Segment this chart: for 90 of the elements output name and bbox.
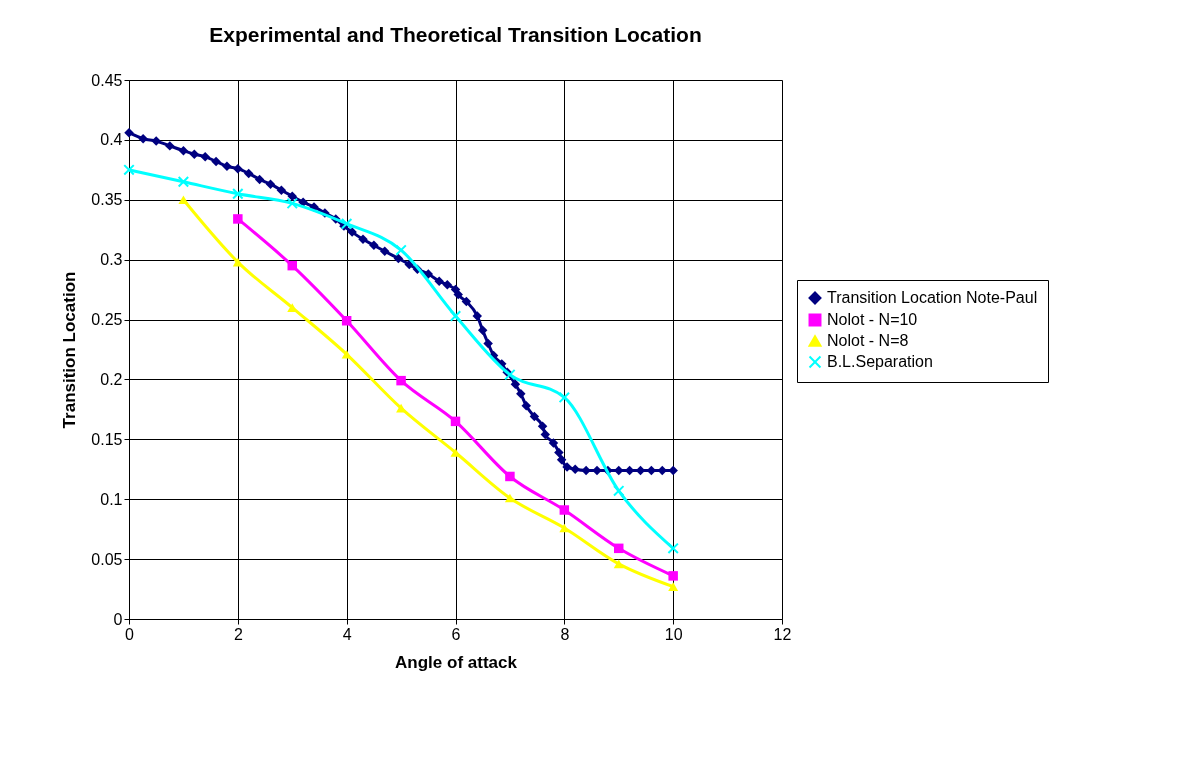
point [537, 421, 548, 431]
point [529, 411, 540, 422]
point [472, 311, 483, 321]
point [668, 582, 679, 591]
point [138, 133, 148, 144]
point [232, 188, 244, 200]
point [254, 174, 265, 185]
point [504, 493, 515, 503]
x-tick-label: 10 [664, 625, 683, 643]
point [380, 246, 390, 257]
point [151, 136, 161, 146]
point [233, 163, 243, 174]
point [232, 257, 243, 267]
y-axis-title: Transition Location [60, 271, 80, 429]
point [178, 195, 189, 205]
point [178, 145, 189, 156]
point [570, 464, 580, 475]
point [453, 289, 463, 300]
y-tick-label: 0.45 [91, 71, 123, 89]
point [613, 559, 624, 569]
point [581, 465, 591, 476]
point [613, 485, 625, 497]
point [668, 571, 678, 581]
legend-label: Transition Location Note-Paul [827, 289, 1038, 306]
point [233, 214, 243, 224]
point [287, 260, 297, 271]
y-tick-label: 0.25 [91, 311, 123, 329]
point [123, 164, 135, 176]
y-tick-label: 0.1 [100, 490, 123, 508]
point [558, 391, 571, 404]
point [483, 338, 493, 349]
point [442, 280, 453, 290]
legend-label: Nolot - N=8 [827, 332, 909, 349]
point [521, 401, 531, 411]
point [540, 429, 551, 440]
point [393, 253, 404, 264]
point [548, 438, 559, 448]
point [516, 389, 526, 399]
point [449, 310, 462, 322]
y-tick-label: 0.35 [91, 191, 123, 209]
x-tick-label: 2 [233, 625, 243, 643]
legend-label: B.L.Separation [827, 353, 933, 370]
point [396, 375, 406, 386]
y-tick-label: 0 [113, 610, 123, 628]
point [369, 240, 379, 251]
point [211, 156, 221, 167]
point [286, 197, 298, 210]
point [287, 191, 297, 201]
point [298, 197, 308, 207]
point [559, 505, 570, 515]
point [189, 149, 200, 160]
y-tick-label: 0.05 [91, 550, 123, 568]
point [450, 416, 461, 427]
point [124, 127, 134, 138]
x-tick-label: 8 [560, 625, 570, 643]
legend-label: Nolot - N=10 [827, 311, 918, 328]
point [165, 141, 175, 151]
point [510, 379, 521, 389]
point [222, 161, 232, 171]
x-tick-label: 6 [451, 625, 461, 643]
point [395, 244, 407, 256]
point [614, 543, 624, 554]
x-tick-label: 4 [342, 625, 352, 643]
point [477, 325, 488, 336]
x-tick-label: 12 [773, 625, 792, 643]
point [434, 276, 444, 286]
point [554, 447, 564, 458]
point [504, 368, 516, 381]
point [177, 176, 190, 188]
y-tick-label: 0.3 [100, 251, 123, 269]
point [461, 296, 472, 307]
point [340, 217, 353, 230]
point [265, 179, 276, 189]
point [200, 151, 210, 162]
point [556, 454, 567, 465]
y-tick-label: 0.2 [100, 370, 123, 388]
point [559, 523, 570, 533]
point [667, 542, 679, 555]
point [341, 316, 352, 326]
y-tick-label: 0.4 [100, 131, 123, 149]
chart-title: Experimental and Theoretical Transition Location [209, 23, 702, 46]
point [341, 349, 352, 359]
point [276, 185, 287, 195]
y-tick-label: 0.15 [91, 430, 123, 448]
x-axis-title: Angle of attack [395, 652, 518, 672]
point [592, 465, 602, 476]
point [505, 471, 515, 482]
point [243, 168, 254, 179]
point [358, 234, 368, 245]
x-tick-label: 0 [125, 625, 135, 643]
